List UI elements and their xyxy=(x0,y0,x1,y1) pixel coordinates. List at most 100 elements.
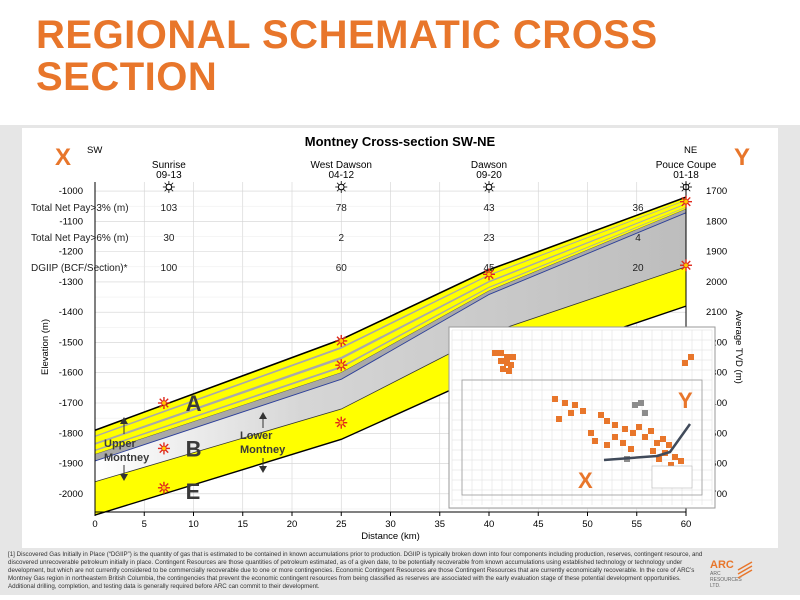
x-tick-label: 45 xyxy=(533,519,544,530)
well-circle xyxy=(682,183,690,191)
target-star-icon xyxy=(157,397,170,410)
x-tick-label: 10 xyxy=(188,519,199,530)
table-cell: 20 xyxy=(632,263,644,274)
inset-map-block xyxy=(598,412,604,418)
gray-streak xyxy=(95,206,686,452)
inset-map-block-gray xyxy=(642,410,648,416)
well-ray xyxy=(681,182,685,186)
well-ray xyxy=(343,188,346,192)
zone-label: B xyxy=(186,436,202,461)
arrowhead-icon xyxy=(120,474,128,481)
y2-axis-title: Average TVD (m) xyxy=(733,310,744,384)
target-star-icon xyxy=(157,481,170,494)
well-symbol-icon xyxy=(335,181,348,193)
inset-label-x: X xyxy=(578,468,593,493)
y2-tick-label: 2100 xyxy=(706,307,727,318)
x-tick-label: 40 xyxy=(484,519,495,530)
inset-area-outline xyxy=(461,379,703,496)
y-tick-label: -1900 xyxy=(59,459,83,470)
x-tick-label: 55 xyxy=(631,519,642,530)
arrowhead-icon xyxy=(120,417,128,424)
page-title: REGIONAL SCHEMATIC CROSS SECTION xyxy=(36,14,800,98)
well-symbol-icon xyxy=(162,181,175,193)
chart-title: Montney Cross-section SW-NE xyxy=(305,134,496,149)
inset-map-block xyxy=(650,448,656,454)
logo-mark-icon xyxy=(737,561,753,579)
target-star-icon xyxy=(680,259,692,272)
well-date: 04-12 xyxy=(328,170,354,181)
zone-label: E xyxy=(186,479,201,504)
table-cell: 23 xyxy=(483,233,495,244)
well-name: Sunrise xyxy=(152,160,186,171)
table-cell: 36 xyxy=(632,203,644,214)
well-circle xyxy=(337,183,345,191)
well-circle xyxy=(165,183,173,191)
star-core xyxy=(338,338,344,344)
table-row-label: Total Net Pay>6% (m) xyxy=(31,233,129,244)
table-cell: 4 xyxy=(635,233,641,244)
well-date: 09-13 xyxy=(156,170,182,181)
table-cell: 30 xyxy=(163,233,175,244)
inset-map-block xyxy=(498,350,504,356)
y2-tick-label: 2000 xyxy=(706,277,727,288)
inset-map-block xyxy=(498,358,504,364)
inset-map-block xyxy=(588,430,594,436)
annotation-lower-montney: Lower xyxy=(240,430,273,442)
well-circle xyxy=(485,183,493,191)
y-tick-label: -1700 xyxy=(59,398,83,409)
well-name: Dawson xyxy=(471,160,507,171)
y2-tick-label: 2200 xyxy=(706,337,727,348)
well-ray xyxy=(343,182,346,186)
inset-map-block xyxy=(492,350,498,356)
inset-map-block xyxy=(562,400,568,406)
y2-tick-label: 2500 xyxy=(706,428,727,439)
star-core xyxy=(161,485,167,491)
y-axis-title: Elevation (m) xyxy=(40,319,51,375)
arrowhead-icon xyxy=(259,412,267,419)
x-tick-label: 30 xyxy=(385,519,396,530)
inset-map-block xyxy=(552,396,558,402)
inset-map-block xyxy=(668,462,674,468)
well-ray xyxy=(170,188,174,192)
well-ray xyxy=(687,182,691,186)
table-cell: 100 xyxy=(161,263,178,274)
table-cell: 78 xyxy=(336,203,348,214)
target-star-icon xyxy=(335,334,348,347)
inset-map-block xyxy=(506,368,512,374)
x-axis-title: Distance (km) xyxy=(361,531,420,542)
inset-map-block xyxy=(612,434,618,440)
arrowhead-icon xyxy=(259,466,267,473)
target-star-icon xyxy=(680,195,692,208)
inset-map-block xyxy=(612,422,618,428)
x-tick-label: 5 xyxy=(142,519,147,530)
x-tick-label: 15 xyxy=(237,519,248,530)
well-ray xyxy=(164,182,168,186)
target-star-icon xyxy=(335,416,348,429)
well-ray xyxy=(484,188,488,192)
inset-map-block xyxy=(510,354,516,360)
inset-map-block xyxy=(654,440,660,446)
inset-map-block xyxy=(556,416,562,422)
logo-subtext-resources: RESOURCES xyxy=(710,577,742,583)
target-star-icon xyxy=(335,359,348,372)
y2-tick-label: 1800 xyxy=(706,216,727,227)
target-star-icon xyxy=(157,442,170,455)
well-name: Pouce Coupe xyxy=(656,160,717,171)
star-core xyxy=(683,198,689,205)
inset-map-block xyxy=(636,424,642,430)
inset-map-block xyxy=(504,354,510,360)
x-tick-label: 25 xyxy=(336,519,347,530)
inset-legend-box xyxy=(651,465,693,489)
inset-map-block xyxy=(666,442,672,448)
inset-map-block xyxy=(572,402,578,408)
gray-streak xyxy=(95,203,686,445)
well-ray xyxy=(170,182,174,186)
inset-map-block-gray xyxy=(632,402,638,408)
target-star-icon xyxy=(483,268,495,281)
well-ray xyxy=(687,188,691,192)
corner-label-x: X xyxy=(55,144,71,171)
footnote-text: [1] Discovered Gas Initially in Place (“… xyxy=(8,551,703,590)
y-tick-label: -1500 xyxy=(59,337,83,348)
inset-map-block xyxy=(672,454,678,460)
